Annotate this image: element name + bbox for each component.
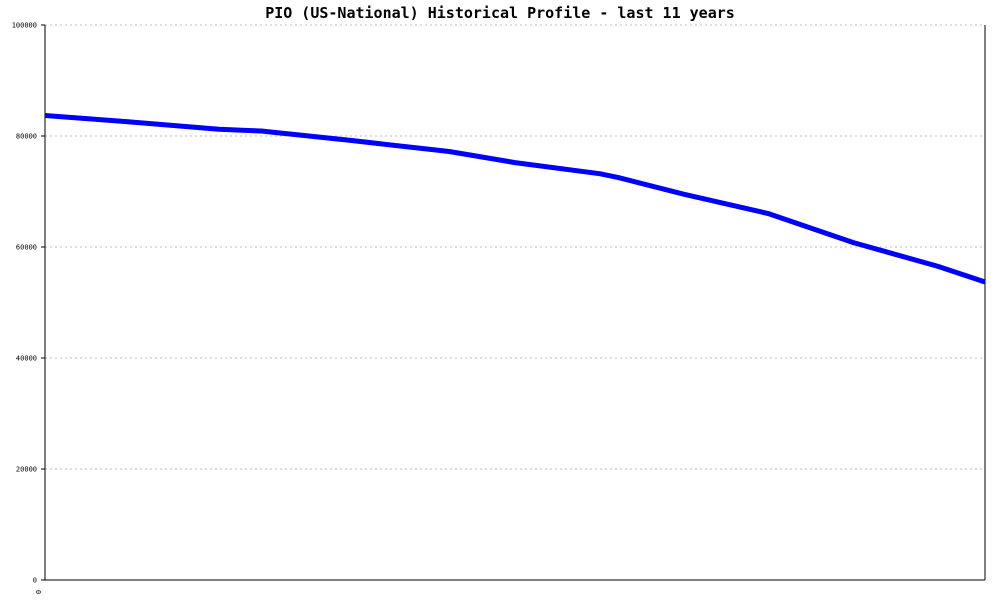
y-tick-label: 100000 [12, 22, 37, 30]
y-tick-label: 20000 [16, 466, 37, 474]
y-tick-label: 0 [33, 577, 37, 585]
series-group [44, 113, 986, 285]
x-tick-label: 0 [35, 590, 43, 594]
y-tick-labels: 0 20000 40000 60000 80000 100000 [12, 22, 45, 585]
y-tick-label: 60000 [16, 244, 37, 252]
axes [44, 25, 986, 581]
y-tick-label: 40000 [16, 355, 37, 363]
gridlines [45, 24, 985, 470]
series-line [44, 113, 986, 285]
y-tick-label: 80000 [16, 133, 37, 141]
x-tick-labels: 0 [35, 590, 43, 594]
chart-title: PIO (US-National) Historical Profile - l… [265, 4, 735, 22]
